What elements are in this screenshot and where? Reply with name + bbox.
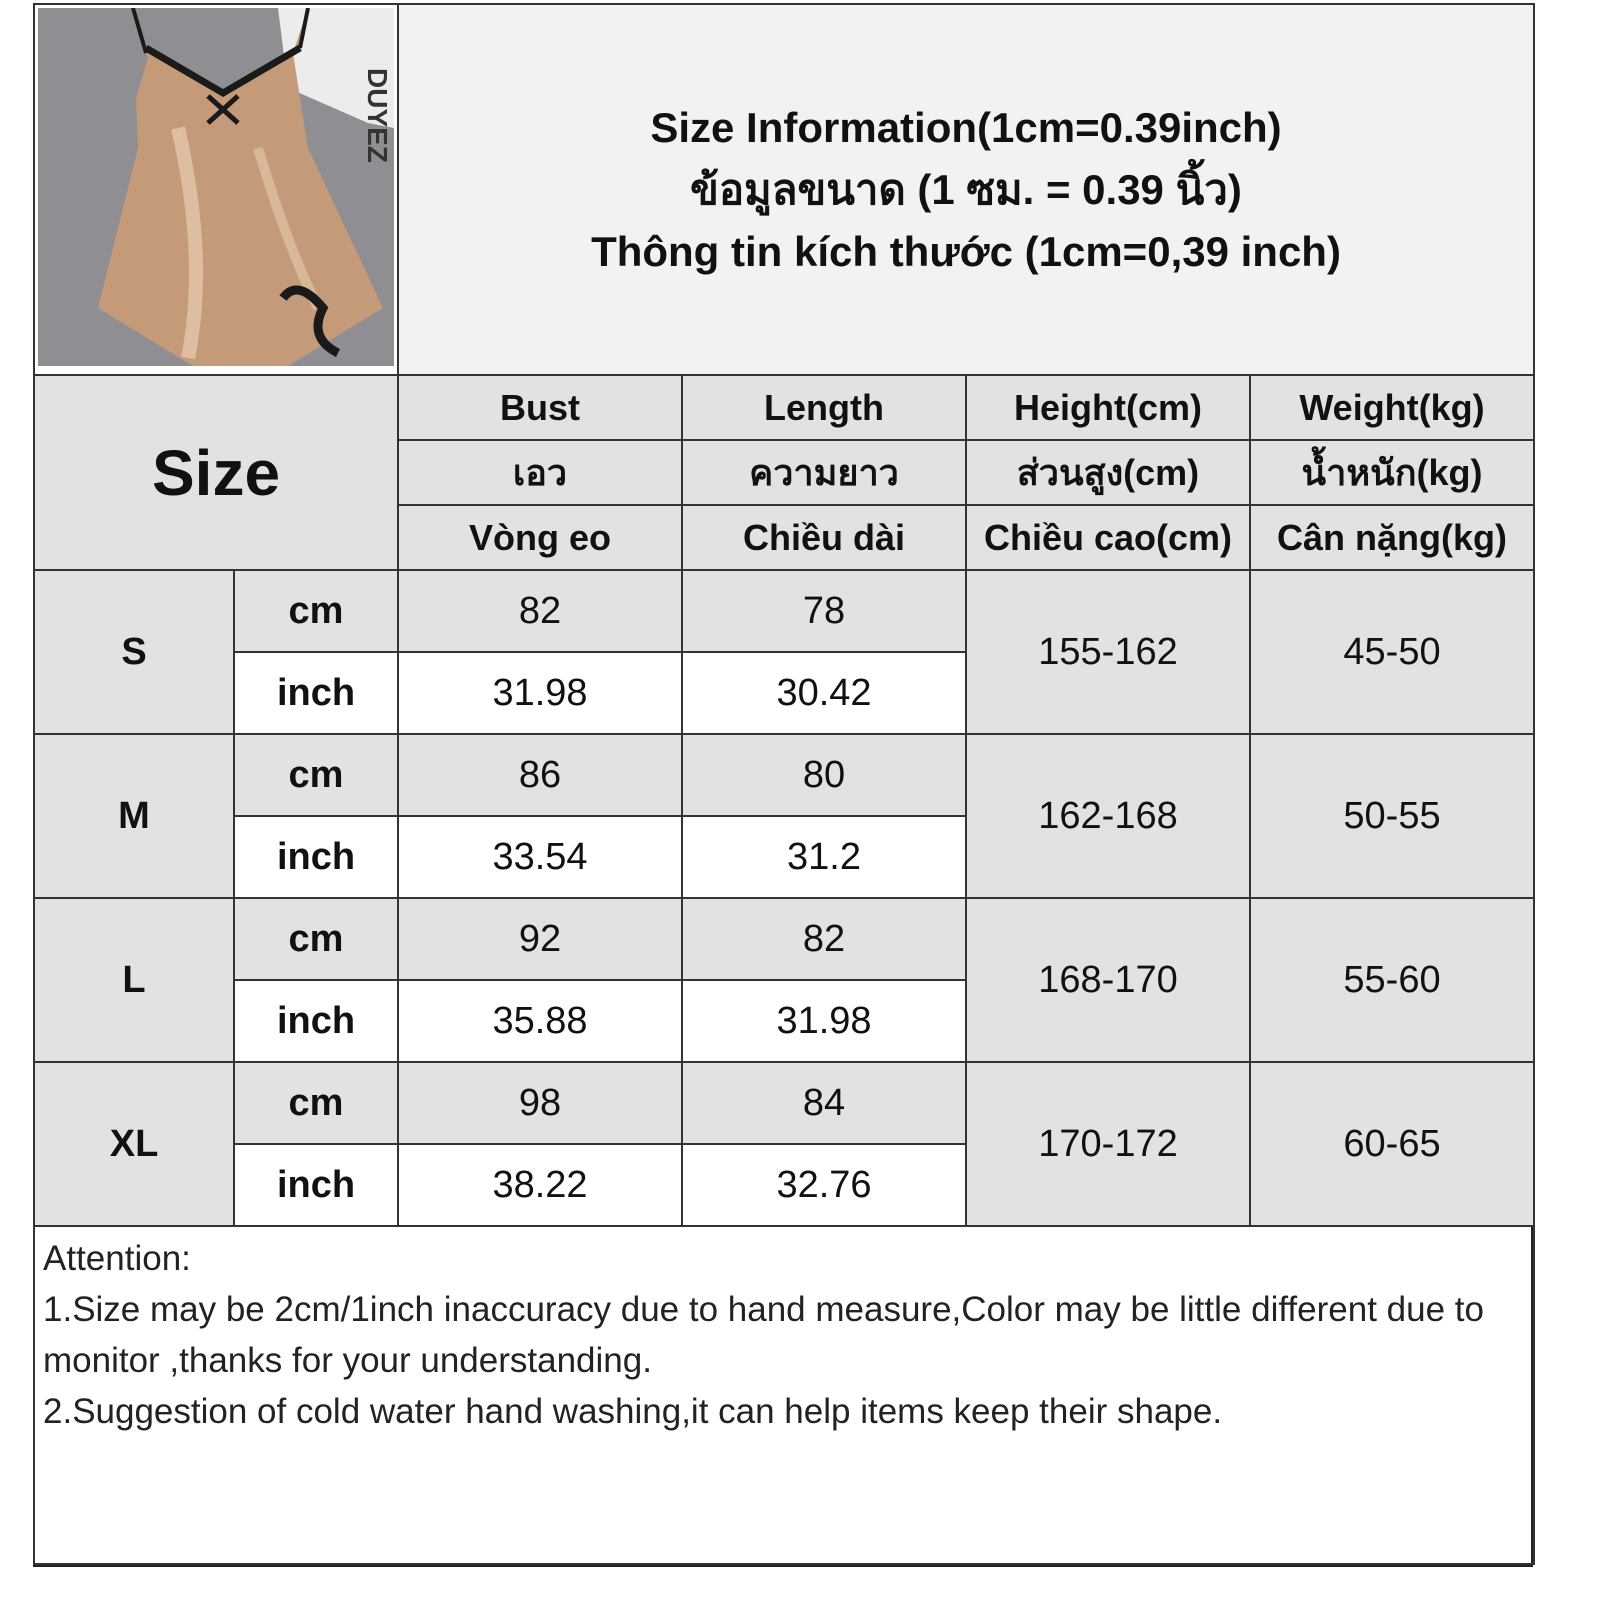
unit-cm: cm <box>233 733 399 817</box>
note-item: 1.Size may be 2cm/1inch inaccuracy due t… <box>43 1290 1484 1380</box>
size-label: L <box>33 897 235 1063</box>
length-cm: 84 <box>681 1061 967 1145</box>
product-image: DUYEZ <box>38 7 394 366</box>
unit-cm: cm <box>233 897 399 981</box>
weight-range: 60-65 <box>1248 1061 1536 1227</box>
col-header-weight-th: น้ำหนัก(kg) <box>1248 439 1536 506</box>
unit-inch: inch <box>233 979 399 1063</box>
bust-cm: 82 <box>397 569 683 653</box>
bust-inch: 38.22 <box>397 1143 683 1227</box>
title-vi: Thông tin kích thước (1cm=0,39 inch) <box>591 227 1341 275</box>
unit-inch: inch <box>233 1143 399 1227</box>
length-cm: 82 <box>681 897 967 981</box>
weight-range: 50-55 <box>1248 733 1536 899</box>
col-header-bust-th: เอว <box>397 439 683 506</box>
length-inch: 30.42 <box>681 651 967 735</box>
height-range: 162-168 <box>965 733 1251 899</box>
col-header-weight-en: Weight(kg) <box>1248 374 1536 441</box>
length-inch: 31.98 <box>681 979 967 1063</box>
length-cm: 78 <box>681 569 967 653</box>
size-row-inch: inch 38.22 32.76 <box>34 1143 1534 1227</box>
length-inch: 31.2 <box>681 815 967 899</box>
length-cm: 80 <box>681 733 967 817</box>
product-image-cell: DUYEZ <box>33 3 399 376</box>
notes-heading: Attention: <box>43 1239 191 1278</box>
height-range: 155-162 <box>965 569 1251 735</box>
size-row-inch: inch 31.98 30.42 <box>34 651 1534 735</box>
size-label: XL <box>33 1061 235 1227</box>
attention-notes: Attention: 1.Size may be 2cm/1inch inacc… <box>32 1225 1536 1565</box>
note-item: 2.Suggestion of cold water hand washing,… <box>43 1392 1223 1431</box>
bust-cm: 86 <box>397 733 683 817</box>
size-chart-table: DUYEZ Size Information(1cm=0.39inch) ข้อ… <box>32 3 1536 1565</box>
bust-inch: 33.54 <box>397 815 683 899</box>
col-header-height-vi: Chiều cao(cm) <box>965 504 1251 571</box>
weight-range: 55-60 <box>1248 897 1536 1063</box>
size-info-title: Size Information(1cm=0.39inch) ข้อมูลขนา… <box>396 3 1536 376</box>
unit-cm: cm <box>233 569 399 653</box>
unit-inch: inch <box>233 651 399 735</box>
height-range: 170-172 <box>965 1061 1251 1227</box>
col-header-bust-vi: Vòng eo <box>397 504 683 571</box>
col-header-length-en: Length <box>681 374 967 441</box>
size-row-inch: inch 35.88 31.98 <box>34 979 1534 1063</box>
col-header-height-th: ส่วนสูง(cm) <box>965 439 1251 506</box>
watermark-text: DUYEZ <box>362 68 393 163</box>
col-header-weight-vi: Cân nặng(kg) <box>1248 504 1536 571</box>
weight-range: 45-50 <box>1248 569 1536 735</box>
col-header-length-th: ความยาว <box>681 439 967 506</box>
height-range: 168-170 <box>965 897 1251 1063</box>
unit-inch: inch <box>233 815 399 899</box>
bust-cm: 92 <box>397 897 683 981</box>
bust-cm: 98 <box>397 1061 683 1145</box>
size-label: M <box>33 733 235 899</box>
length-inch: 32.76 <box>681 1143 967 1227</box>
size-row-inch: inch 33.54 31.2 <box>34 815 1534 899</box>
title-th: ข้อมูลขนาด (1 ซม. = 0.39 นิ้ว) <box>690 165 1242 213</box>
title-en: Size Information(1cm=0.39inch) <box>650 103 1282 151</box>
bust-inch: 31.98 <box>397 651 683 735</box>
col-header-bust-en: Bust <box>397 374 683 441</box>
size-row: XL cm 98 84 170-172 60-65 <box>33 1061 1536 1227</box>
col-header-length-vi: Chiều dài <box>681 504 967 571</box>
size-header: Size <box>33 374 399 571</box>
size-label: S <box>33 569 235 735</box>
col-header-height-en: Height(cm) <box>965 374 1251 441</box>
unit-cm: cm <box>233 1061 399 1145</box>
bust-inch: 35.88 <box>397 979 683 1063</box>
